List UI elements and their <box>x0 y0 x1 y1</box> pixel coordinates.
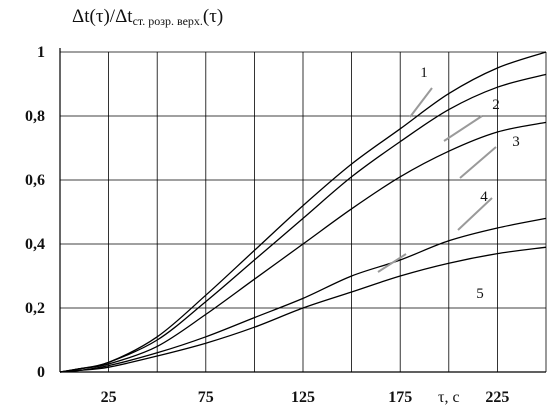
y-tick-label: 0,2 <box>25 300 45 317</box>
y-axis-title: Δt(τ)/Δtст. розр. верх.(τ) <box>72 6 223 29</box>
y-tick-label: 0,4 <box>25 236 45 253</box>
x-tick-label: 75 <box>198 389 214 406</box>
series-5-leader <box>377 253 407 273</box>
y-axis-title-main: Δt(τ)/Δt <box>72 6 133 27</box>
x-tick-label: 225 <box>485 389 509 406</box>
y-axis-title-tail: (τ) <box>202 6 224 27</box>
x-axis-label: τ, с <box>438 389 460 406</box>
series-4-leader <box>457 197 493 231</box>
series-4-label: 4 <box>480 189 488 205</box>
x-tick-label: 25 <box>101 389 117 406</box>
axes <box>59 48 546 373</box>
series-label-leaders <box>377 87 497 273</box>
y-tick-label: 0,6 <box>25 172 45 189</box>
series-1-leader <box>409 87 433 118</box>
series-2-label: 2 <box>492 97 500 113</box>
series-5-label: 5 <box>476 286 484 302</box>
series-1-label: 1 <box>420 65 428 81</box>
y-axis-title-subscript: ст. розр. верх. <box>132 14 203 28</box>
series-2-line <box>59 73 547 373</box>
grid <box>60 51 547 372</box>
series-4-line <box>59 217 547 373</box>
series-3-leader <box>459 146 497 179</box>
x-tick-label: 125 <box>291 389 315 406</box>
y-tick-label: 0,8 <box>25 108 45 125</box>
x-tick-label: 175 <box>388 389 412 406</box>
series-3-line <box>59 121 547 373</box>
y-tick-label: 0 <box>37 364 45 381</box>
series-5-line <box>59 246 547 373</box>
y-tick-label: 1 <box>37 44 45 61</box>
series-2-leader <box>443 115 483 142</box>
series-lines <box>59 51 547 373</box>
series-3-label: 3 <box>512 134 520 150</box>
